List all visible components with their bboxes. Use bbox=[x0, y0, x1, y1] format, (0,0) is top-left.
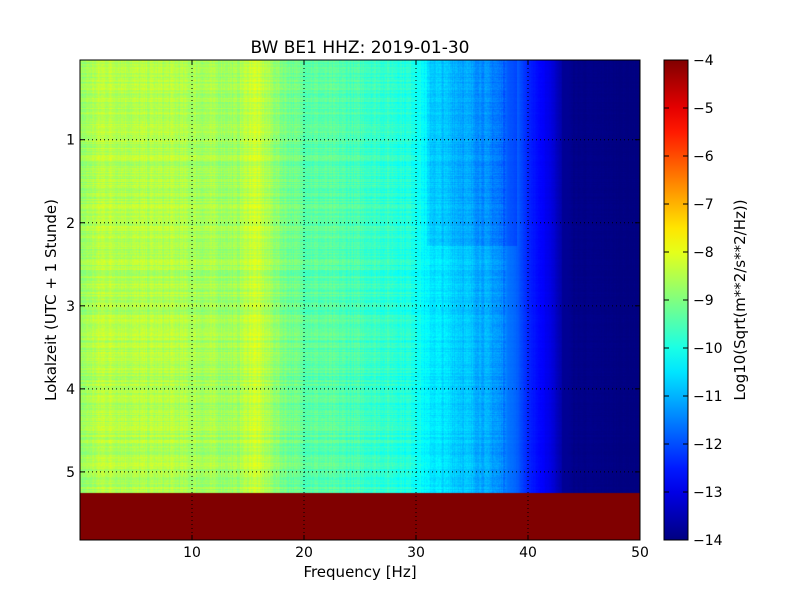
y-tick-label: 1 bbox=[66, 133, 75, 149]
colorbar-tick-label: −5 bbox=[693, 101, 714, 117]
colorbar-tick-label: −10 bbox=[693, 341, 723, 357]
plot-frame bbox=[79, 59, 641, 541]
x-tick-label: 20 bbox=[295, 545, 313, 561]
x-tick-label: 50 bbox=[631, 545, 649, 561]
x-tick-label: 40 bbox=[519, 545, 537, 561]
spectrogram-canvas bbox=[80, 60, 640, 540]
colorbar-tick-label: −14 bbox=[693, 533, 723, 549]
colorbar-tick-label: −7 bbox=[693, 197, 714, 213]
chart-title: BW BE1 HHZ: 2019-01-30 bbox=[250, 38, 469, 58]
x-tick-label: 10 bbox=[183, 545, 201, 561]
y-tick-label: 2 bbox=[66, 216, 75, 232]
y-axis-label: Lokalzeit (UTC + 1 Stunde) bbox=[42, 199, 60, 401]
spectrogram-image bbox=[80, 60, 640, 540]
y-axis: 1 2 3 4 5 bbox=[66, 133, 640, 481]
x-axis-label: Frequency [Hz] bbox=[303, 563, 416, 581]
x-axis: 10 20 30 40 50 bbox=[183, 60, 649, 561]
y-tick-label: 3 bbox=[66, 299, 75, 315]
colorbar: −4 −5 −6 −7 −8 −9 −10 −11 −12 −13 −14 bbox=[663, 53, 723, 549]
grid bbox=[80, 60, 640, 540]
colorbar-tick-label: −12 bbox=[693, 437, 723, 453]
y-tick-label: 5 bbox=[66, 465, 75, 481]
colorbar-tick-label: −8 bbox=[693, 245, 714, 261]
x-tick-label: 30 bbox=[407, 545, 425, 561]
plot-area bbox=[79, 59, 641, 541]
y-tick-label: 4 bbox=[66, 382, 75, 398]
colorbar-label: Log10(Sqrt(m**2/s**2/Hz)) bbox=[731, 199, 749, 400]
colorbar-tick-label: −6 bbox=[693, 149, 714, 165]
colorbar-tick-label: −13 bbox=[693, 485, 723, 501]
colorbar-tick-label: −4 bbox=[693, 53, 714, 69]
colorbar-tick-label: −9 bbox=[693, 293, 714, 309]
colorbar-tick-label: −11 bbox=[693, 389, 723, 405]
